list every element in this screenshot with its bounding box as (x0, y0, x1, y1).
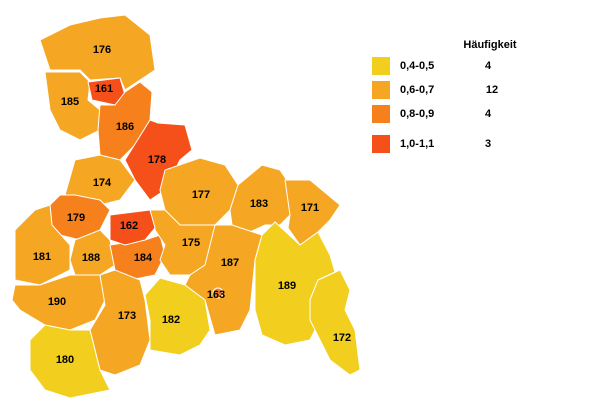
region-label: 184 (134, 252, 153, 264)
legend-label: 0,8-0,9 (400, 108, 434, 120)
region-label: 174 (93, 177, 112, 189)
region (109, 209, 156, 246)
region-label: 186 (116, 121, 134, 133)
region-label: 185 (61, 96, 79, 108)
region-label: 182 (162, 314, 180, 326)
region (69, 229, 116, 276)
region (309, 269, 361, 376)
region (11, 274, 106, 331)
legend-label: 1,0-1,1 (400, 138, 434, 150)
region (29, 324, 111, 399)
region-label: 171 (301, 202, 319, 214)
legend-count: 3 (485, 138, 491, 150)
legend-swatch (372, 105, 390, 123)
region-label: 179 (67, 212, 85, 224)
region-label: 176 (93, 44, 111, 56)
region-label: 189 (278, 280, 296, 292)
region-label: 162 (120, 220, 138, 232)
region-label: 173 (118, 310, 136, 322)
region-label: 178 (148, 154, 166, 166)
region (89, 269, 151, 376)
region-label: 172 (333, 332, 351, 344)
region-label: 187 (221, 257, 239, 269)
legend-swatch (372, 57, 390, 75)
region-label: 190 (48, 296, 66, 308)
region-labels: 176 185 161 186 178 174 177 183 171 179 … (33, 44, 351, 366)
region (184, 224, 263, 336)
legend-label: 0,6-0,7 (400, 84, 434, 96)
region-label: 163 (207, 289, 225, 301)
region (229, 164, 291, 233)
legend-count: 4 (485, 108, 492, 120)
region (39, 14, 156, 91)
region-label: 175 (182, 237, 200, 249)
legend-label: 0,4-0,5 (400, 60, 434, 72)
legend: Häufigkeit 0,4-0,5 0,6-0,7 0,8-0,9 1,0-1… (372, 39, 517, 153)
legend-title: Häufigkeit (463, 39, 517, 51)
region-label: 177 (192, 189, 210, 201)
region (14, 204, 71, 286)
legend-count: 12 (486, 84, 498, 96)
region-label: 181 (33, 251, 51, 263)
region-label: 188 (82, 252, 100, 264)
legend-count: 4 (485, 60, 492, 72)
region (159, 157, 239, 226)
region-label: 183 (250, 198, 268, 210)
region-label: 180 (56, 354, 74, 366)
region-label: 161 (95, 83, 113, 95)
legend-swatch (372, 135, 390, 153)
region (144, 277, 211, 356)
regions (11, 14, 361, 399)
legend-swatch (372, 81, 390, 99)
region (212, 287, 224, 299)
